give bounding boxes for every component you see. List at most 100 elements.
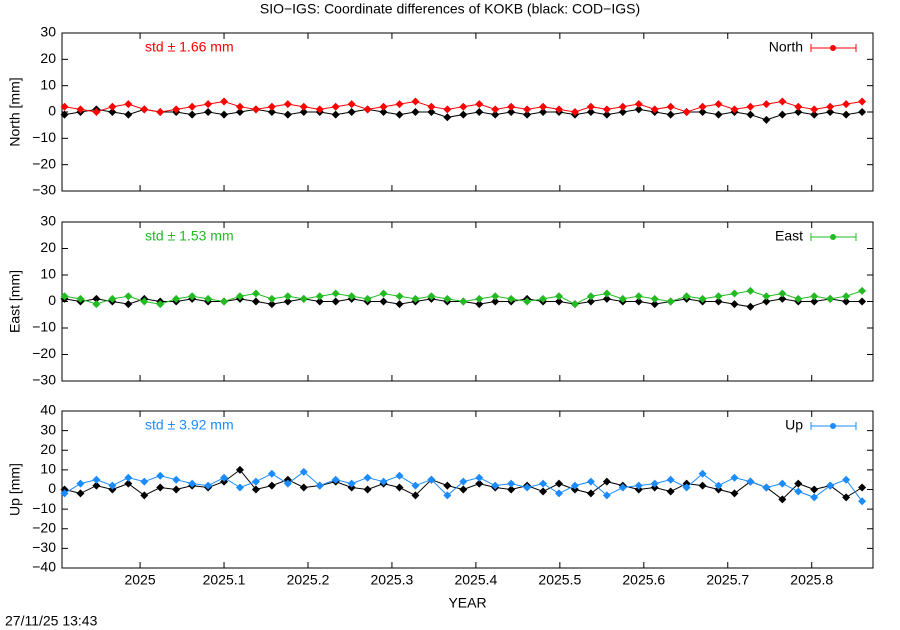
data-point — [666, 475, 675, 484]
x-tick-label: 2025.3 — [371, 572, 414, 588]
annotation: std ± 3.92 mm — [145, 417, 234, 433]
data-point — [602, 289, 611, 298]
data-point — [698, 294, 707, 303]
data-point — [172, 485, 181, 494]
data-point — [746, 286, 755, 295]
data-point — [794, 479, 803, 488]
data-point — [650, 294, 659, 303]
data-point — [459, 485, 468, 494]
data-point — [299, 483, 308, 492]
data-point — [235, 483, 244, 492]
y-tick-label: 0 — [48, 480, 56, 496]
data-point — [395, 483, 404, 492]
x-tick-label: 2025.2 — [287, 572, 330, 588]
data-point — [379, 289, 388, 298]
data-point — [714, 292, 723, 301]
y-tick-label: 30 — [40, 24, 56, 40]
x-tick-label: 2025.8 — [790, 572, 833, 588]
data-point — [124, 100, 133, 109]
y-tick-label: −10 — [32, 129, 56, 145]
data-point — [650, 479, 659, 488]
data-point — [299, 108, 308, 116]
data-point — [235, 108, 244, 116]
plot-frame — [61, 221, 874, 382]
data-point — [124, 110, 133, 119]
data-point — [762, 297, 771, 306]
data-point — [315, 105, 324, 114]
data-point — [395, 300, 404, 309]
data-point — [427, 102, 436, 111]
data-point — [347, 292, 356, 301]
data-point — [762, 115, 771, 124]
data-point — [315, 297, 324, 306]
plot-frame — [61, 410, 874, 569]
data-point — [555, 489, 564, 498]
y-tick-label: 20 — [40, 441, 56, 457]
data-point — [475, 108, 484, 116]
data-point — [491, 105, 500, 114]
data-point — [283, 292, 292, 301]
data-point — [315, 481, 324, 490]
y-tick-label: 0 — [48, 292, 56, 308]
data-point — [411, 108, 420, 116]
data-point — [395, 471, 404, 480]
data-point — [267, 469, 276, 478]
data-point — [156, 300, 165, 309]
data-point — [140, 297, 149, 306]
data-point — [347, 108, 356, 116]
y-tick-label: −20 — [32, 155, 56, 171]
data-point — [778, 294, 787, 303]
data-point — [331, 102, 340, 111]
data-point — [76, 105, 85, 114]
data-point — [92, 108, 101, 116]
data-point — [156, 108, 165, 116]
data-point — [60, 110, 69, 119]
data-point — [251, 105, 260, 114]
data-point — [411, 294, 420, 303]
data-point — [379, 102, 388, 111]
data-point — [491, 292, 500, 301]
data-point — [347, 100, 356, 109]
data-point — [299, 467, 308, 476]
data-point — [762, 100, 771, 109]
data-point — [411, 491, 420, 500]
x-axis-label: YEAR — [448, 595, 486, 611]
annotation: std ± 1.66 mm — [145, 39, 234, 55]
data-point — [523, 110, 532, 119]
data-point — [347, 479, 356, 488]
data-point — [634, 481, 643, 490]
data-point — [602, 294, 611, 303]
data-point — [842, 110, 851, 119]
data-point — [602, 477, 611, 486]
data-point — [730, 289, 739, 298]
data-point — [475, 100, 484, 109]
data-point — [794, 294, 803, 303]
data-point — [618, 108, 627, 116]
data-point — [379, 108, 388, 116]
y-axis-label: North [mm] — [7, 77, 23, 146]
data-point — [156, 483, 165, 492]
data-point — [235, 465, 244, 474]
data-point — [92, 300, 101, 309]
data-point — [810, 292, 819, 301]
data-point — [858, 497, 867, 506]
data-point — [714, 110, 723, 119]
y-tick-label: −10 — [32, 500, 56, 516]
data-point — [762, 483, 771, 492]
data-point — [331, 289, 340, 298]
data-point — [586, 297, 595, 306]
legend-label: Up — [785, 417, 803, 433]
data-point — [283, 297, 292, 306]
data-point — [267, 294, 276, 303]
data-point — [746, 302, 755, 311]
data-point — [842, 297, 851, 306]
data-point — [523, 297, 532, 306]
data-point — [283, 479, 292, 488]
data-point — [618, 102, 627, 111]
data-point — [443, 294, 452, 303]
data-point — [76, 294, 85, 303]
data-point — [746, 102, 755, 111]
y-tick-label: −20 — [32, 519, 56, 535]
data-point — [842, 292, 851, 301]
